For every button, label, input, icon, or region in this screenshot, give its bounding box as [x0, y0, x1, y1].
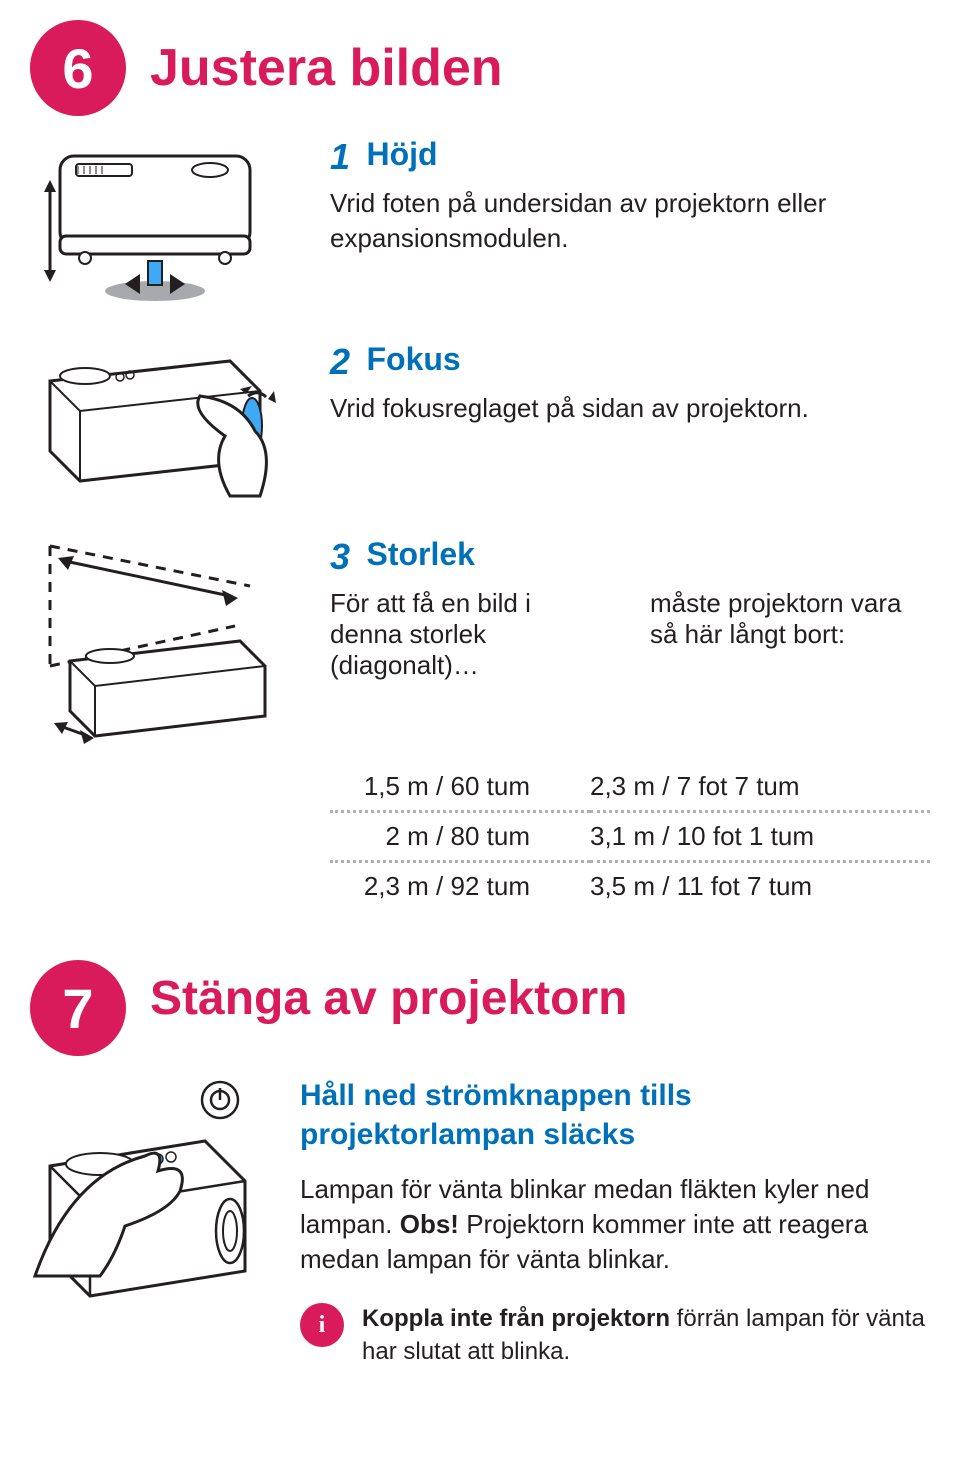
- sub-3-title: Storlek: [366, 536, 474, 573]
- size-header-row: För att få en bild i denna storlek (diag…: [330, 588, 930, 681]
- size-header-left: För att få en bild i denna storlek (diag…: [330, 588, 610, 681]
- size-row: 2,3 m / 92 tum 3,5 m / 11 fot 7 tum: [330, 862, 930, 911]
- sec7-body-bold: Obs!: [400, 1209, 459, 1239]
- size-cell: 2,3 m / 92 tum: [330, 862, 590, 911]
- dist-cell: 3,1 m / 10 fot 1 tum: [590, 812, 930, 862]
- size-table: 1,5 m / 60 tum 2,3 m / 7 fot 7 tum 2 m /…: [330, 763, 930, 910]
- sub-2-num: 2: [330, 341, 350, 383]
- section-7-illustration: [30, 1076, 270, 1311]
- section-7-textcol: Håll ned strömknappen tills projektorlam…: [300, 1076, 930, 1368]
- section-7-body: Lampan för vänta blinkar medan fläkten k…: [300, 1172, 930, 1277]
- section-7-subtitle: Håll ned strömknappen tills projektorlam…: [300, 1076, 930, 1154]
- section-7-header: 7 Stänga av projektorn: [30, 960, 930, 1056]
- size-row: 1,5 m / 60 tum 2,3 m / 7 fot 7 tum: [330, 763, 930, 812]
- info-icon: i: [300, 1303, 344, 1347]
- sub-3-illustration: [30, 536, 290, 751]
- section-7-content: Håll ned strömknappen tills projektorlam…: [30, 1076, 930, 1368]
- info-row: i Koppla inte från projektorn förrän lam…: [300, 1303, 930, 1368]
- sub-1-illustration: [30, 136, 290, 311]
- dist-cell: 2,3 m / 7 fot 7 tum: [590, 763, 930, 812]
- dist-cell: 3,5 m / 11 fot 7 tum: [590, 862, 930, 911]
- sub-3-num: 3: [330, 536, 350, 578]
- sub-2-body: Vrid fokusreglaget på sidan av projektor…: [330, 391, 930, 426]
- size-row: 2 m / 80 tum 3,1 m / 10 fot 1 tum: [330, 812, 930, 862]
- sub-2-title: Fokus: [366, 341, 460, 378]
- section-6-header: 6 Justera bilden: [30, 20, 930, 116]
- badge-6: 6: [30, 20, 126, 116]
- badge-7-number: 7: [62, 976, 93, 1041]
- sub-3-text: 3 Storlek För att få en bild i denna sto…: [330, 536, 930, 695]
- sub-1-body: Vrid foten på undersidan av projektorn e…: [330, 186, 930, 256]
- sub-2-block: 2 Fokus Vrid fokusreglaget på sidan av p…: [30, 341, 930, 506]
- info-bold: Koppla inte från projektorn: [362, 1305, 670, 1332]
- section-6-title: Justera bilden: [150, 38, 503, 98]
- sub-2-illustration: [30, 341, 290, 506]
- sub-2-text: 2 Fokus Vrid fokusreglaget på sidan av p…: [330, 341, 930, 426]
- badge-7: 7: [30, 960, 126, 1056]
- sub-1-text: 1 Höjd Vrid foten på undersidan av proje…: [330, 136, 930, 256]
- size-cell: 1,5 m / 60 tum: [330, 763, 590, 812]
- sub-3-block: 3 Storlek För att få en bild i denna sto…: [30, 536, 930, 751]
- info-text: Koppla inte från projektorn förrän lampa…: [362, 1303, 930, 1368]
- sub-1-num: 1: [330, 136, 350, 178]
- sub-1-title: Höjd: [366, 136, 437, 173]
- badge-6-number: 6: [62, 36, 93, 101]
- size-header-right: måste projektorn vara så här långt bort:: [650, 588, 930, 681]
- sub-1-block: 1 Höjd Vrid foten på undersidan av proje…: [30, 136, 930, 311]
- section-7-title: Stänga av projektorn: [150, 971, 627, 1026]
- info-icon-glyph: i: [319, 1312, 326, 1339]
- size-cell: 2 m / 80 tum: [330, 812, 590, 862]
